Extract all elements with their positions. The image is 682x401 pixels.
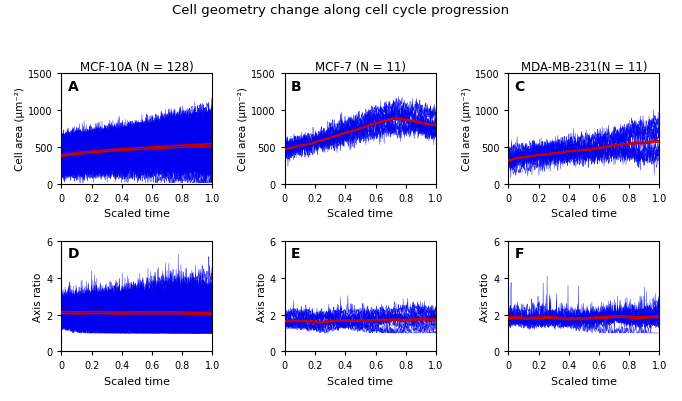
X-axis label: Scaled time: Scaled time xyxy=(327,376,394,386)
Text: F: F xyxy=(514,247,524,261)
Title: MCF-7 (N = 11): MCF-7 (N = 11) xyxy=(315,61,406,74)
Title: MDA-MB-231(N = 11): MDA-MB-231(N = 11) xyxy=(520,61,647,74)
Y-axis label: Cell area (μm⁻²): Cell area (μm⁻²) xyxy=(239,87,248,171)
Text: A: A xyxy=(68,79,78,93)
X-axis label: Scaled time: Scaled time xyxy=(327,209,394,219)
Text: B: B xyxy=(291,79,301,93)
X-axis label: Scaled time: Scaled time xyxy=(104,209,170,219)
Text: E: E xyxy=(291,247,301,261)
X-axis label: Scaled time: Scaled time xyxy=(551,376,617,386)
Text: Cell geometry change along cell cycle progression: Cell geometry change along cell cycle pr… xyxy=(173,4,509,17)
Y-axis label: Cell area (μm⁻²): Cell area (μm⁻²) xyxy=(15,87,25,171)
Y-axis label: Cell area (μm⁻²): Cell area (μm⁻²) xyxy=(462,87,472,171)
X-axis label: Scaled time: Scaled time xyxy=(551,209,617,219)
Title: MCF-10A (N = 128): MCF-10A (N = 128) xyxy=(80,61,194,74)
Text: C: C xyxy=(514,79,524,93)
Y-axis label: Axis ratio: Axis ratio xyxy=(33,272,44,321)
Y-axis label: Axis ratio: Axis ratio xyxy=(257,272,267,321)
Text: D: D xyxy=(68,247,79,261)
Y-axis label: Axis ratio: Axis ratio xyxy=(480,272,490,321)
X-axis label: Scaled time: Scaled time xyxy=(104,376,170,386)
